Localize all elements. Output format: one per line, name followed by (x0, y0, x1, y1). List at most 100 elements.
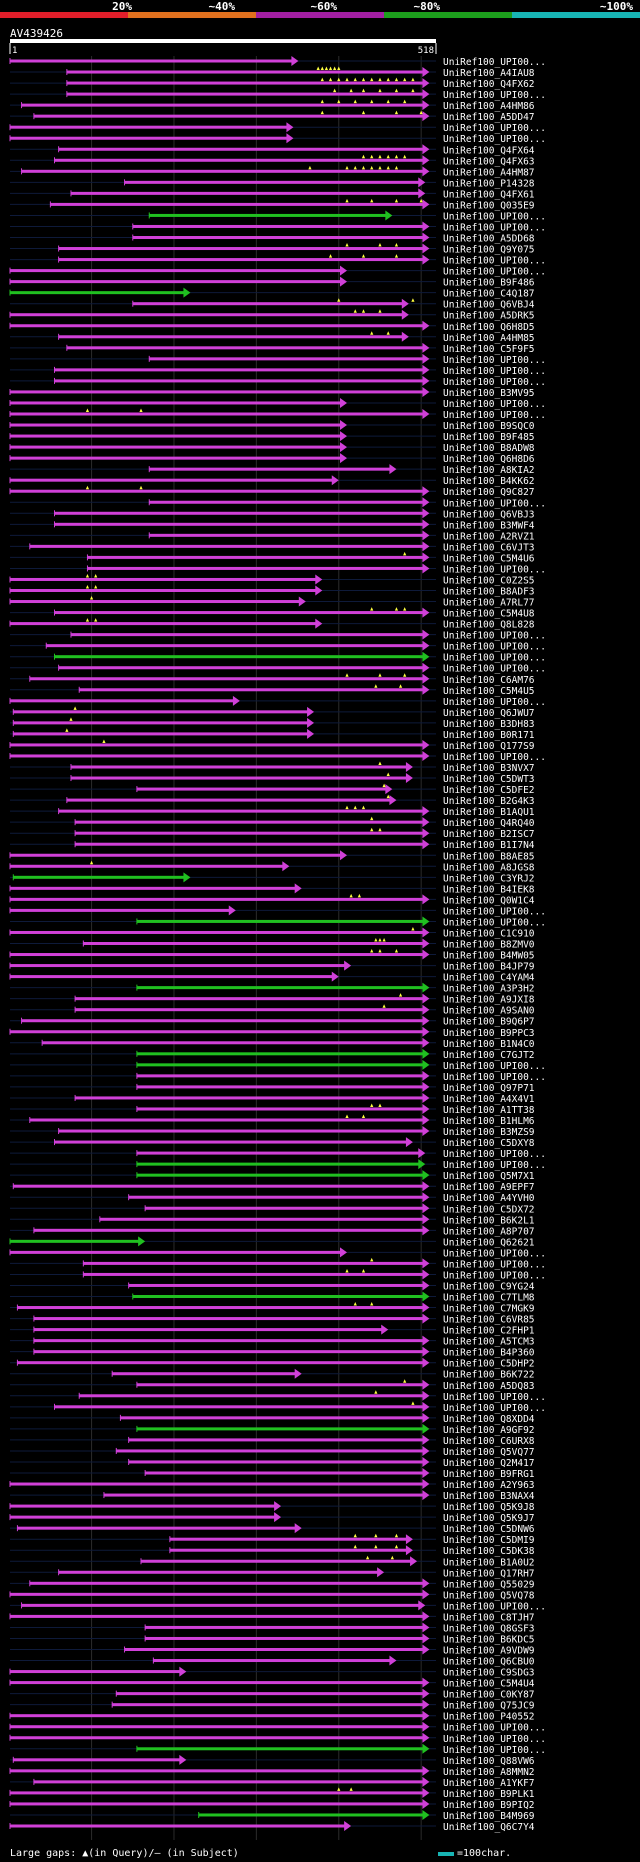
query-gap-marker (403, 551, 407, 556)
hit-row: UniRef100_B3MZS9 (10, 1126, 535, 1138)
hit-bar (136, 1151, 420, 1155)
query-gap-marker (139, 485, 143, 490)
hit-label: UniRef100_C9YG24 (443, 1281, 535, 1292)
hit-row: UniRef100_UPI00... (10, 210, 546, 222)
hit-arrow (340, 453, 348, 464)
hit-bar (128, 1195, 424, 1199)
query-gap-marker (353, 1302, 357, 1306)
ruler-start-label: 1 (12, 46, 17, 56)
hit-row: UniRef100_A4HM87 (10, 165, 535, 178)
hit-bar (10, 269, 342, 273)
hit-bar (75, 1008, 424, 1012)
hit-row: UniRef100_B1N4C0 (10, 1037, 535, 1050)
hit-bar (10, 897, 424, 901)
hit-bar (10, 412, 424, 416)
hit-label: UniRef100_B1AQU1 (443, 807, 535, 818)
hit-label: UniRef100_A4X4V1 (443, 1094, 535, 1105)
hit-bar (66, 92, 424, 96)
hit-arrow (422, 111, 430, 122)
hit-label: UniRef100_Q5K9J8 (443, 1502, 535, 1513)
hit-label: UniRef100_C5DFE2 (443, 785, 535, 796)
hit-label: UniRef100_UPI00... (443, 1072, 546, 1083)
hit-row: UniRef100_C6URX8 (10, 1434, 535, 1447)
hit-label: UniRef100_A4YVH0 (443, 1193, 535, 1204)
hit-bar (54, 522, 424, 526)
hit-row: UniRef100_A9VDW9 (10, 1644, 535, 1657)
hit-arrow (422, 1710, 430, 1721)
hit-row: UniRef100_C0KY87 (10, 1688, 535, 1701)
hit-arrow (422, 1677, 430, 1688)
hit-row: UniRef100_C3YRJ2 (10, 872, 535, 884)
hit-label: UniRef100_UPI00... (443, 1061, 546, 1072)
hit-arrow (232, 695, 240, 706)
hit-label: UniRef100_B1N4C0 (443, 1039, 535, 1050)
hit-arrow (422, 982, 430, 993)
hit-row: UniRef100_B6K2L1 (10, 1214, 535, 1226)
hit-bar (75, 820, 424, 824)
hit-arrow (401, 298, 409, 309)
hit-row: UniRef100_UPI00... (10, 88, 546, 101)
hit-row: UniRef100_B3DH83 (10, 717, 535, 730)
hit-bar (10, 291, 185, 295)
hit-arrow (422, 1809, 430, 1820)
hit-row: UniRef100_C5DFE2 (10, 783, 535, 796)
query-gap-marker (411, 1401, 415, 1405)
query-gap-marker (386, 794, 390, 799)
hit-bar (136, 787, 387, 791)
hit-row: UniRef100_C5DXY8 (10, 1137, 535, 1149)
query-gap-marker (386, 77, 390, 82)
query-gap-marker (378, 309, 382, 313)
hit-bar (10, 1030, 424, 1034)
hit-label: UniRef100_B8ZMV0 (443, 940, 535, 951)
hit-arrow (422, 1346, 430, 1357)
hit-row: UniRef100_B2ISC7 (10, 827, 535, 840)
hit-label: UniRef100_Q88VW6 (443, 1756, 535, 1767)
hit-label: UniRef100_C5DWT3 (443, 774, 535, 785)
query-gap-marker (353, 99, 357, 104)
hit-arrow (291, 56, 299, 66)
hit-arrow (405, 1137, 413, 1148)
hit-row: UniRef100_C7TLM8 (10, 1291, 535, 1304)
hit-arrow (422, 629, 430, 640)
hit-arrow (422, 221, 430, 232)
hit-bar (10, 434, 342, 438)
query-gap-marker (394, 198, 399, 203)
hit-label: UniRef100_Q4FX64 (443, 145, 535, 156)
hit-label: UniRef100_A2RVZ1 (443, 531, 535, 542)
hit-arrow (422, 497, 430, 508)
hit-row: UniRef100_P40552 (9, 1710, 535, 1723)
hit-bar (10, 401, 342, 405)
hit-bar (149, 533, 424, 537)
hit-label: UniRef100_UPI00... (443, 134, 546, 145)
hit-row: UniRef100_C6VR85 (10, 1313, 535, 1326)
hit-bar (10, 1504, 276, 1508)
query-gap-marker (324, 66, 329, 71)
score-scale-bar: 20% ~40% ~60% ~80% ~100% (0, 0, 640, 18)
hit-row: UniRef100_B9SQC0 (9, 420, 535, 432)
hit-bar (10, 1736, 424, 1740)
hit-bar (141, 1559, 412, 1563)
query-gap-marker (378, 949, 382, 953)
hit-arrow (422, 563, 430, 574)
hit-label: UniRef100_B9F485 (443, 432, 535, 443)
scale-segment (512, 12, 640, 18)
hit-arrow (422, 1313, 430, 1324)
hit-row: UniRef100_A1YKF7 (10, 1776, 535, 1789)
hit-arrow (422, 1633, 430, 1644)
hit-arrow (422, 1059, 430, 1070)
query-gap-marker (353, 805, 357, 810)
hit-arrow (422, 927, 430, 938)
hit-label: UniRef100_A5DD68 (443, 234, 535, 245)
hit-arrow (422, 1798, 430, 1809)
hit-label: UniRef100_Q8L828 (443, 620, 535, 631)
hit-bar (10, 489, 424, 493)
hit-bar (124, 180, 420, 184)
hit-label: UniRef100_UPI00... (443, 410, 546, 421)
hit-label: UniRef100_B9PIQ2 (443, 1800, 535, 1811)
hit-bar (10, 589, 317, 592)
hit-bar (10, 577, 317, 581)
query-gap-marker (361, 805, 366, 810)
hit-arrow (179, 1666, 187, 1677)
hit-bar (10, 1614, 424, 1618)
hit-bar (10, 324, 424, 328)
